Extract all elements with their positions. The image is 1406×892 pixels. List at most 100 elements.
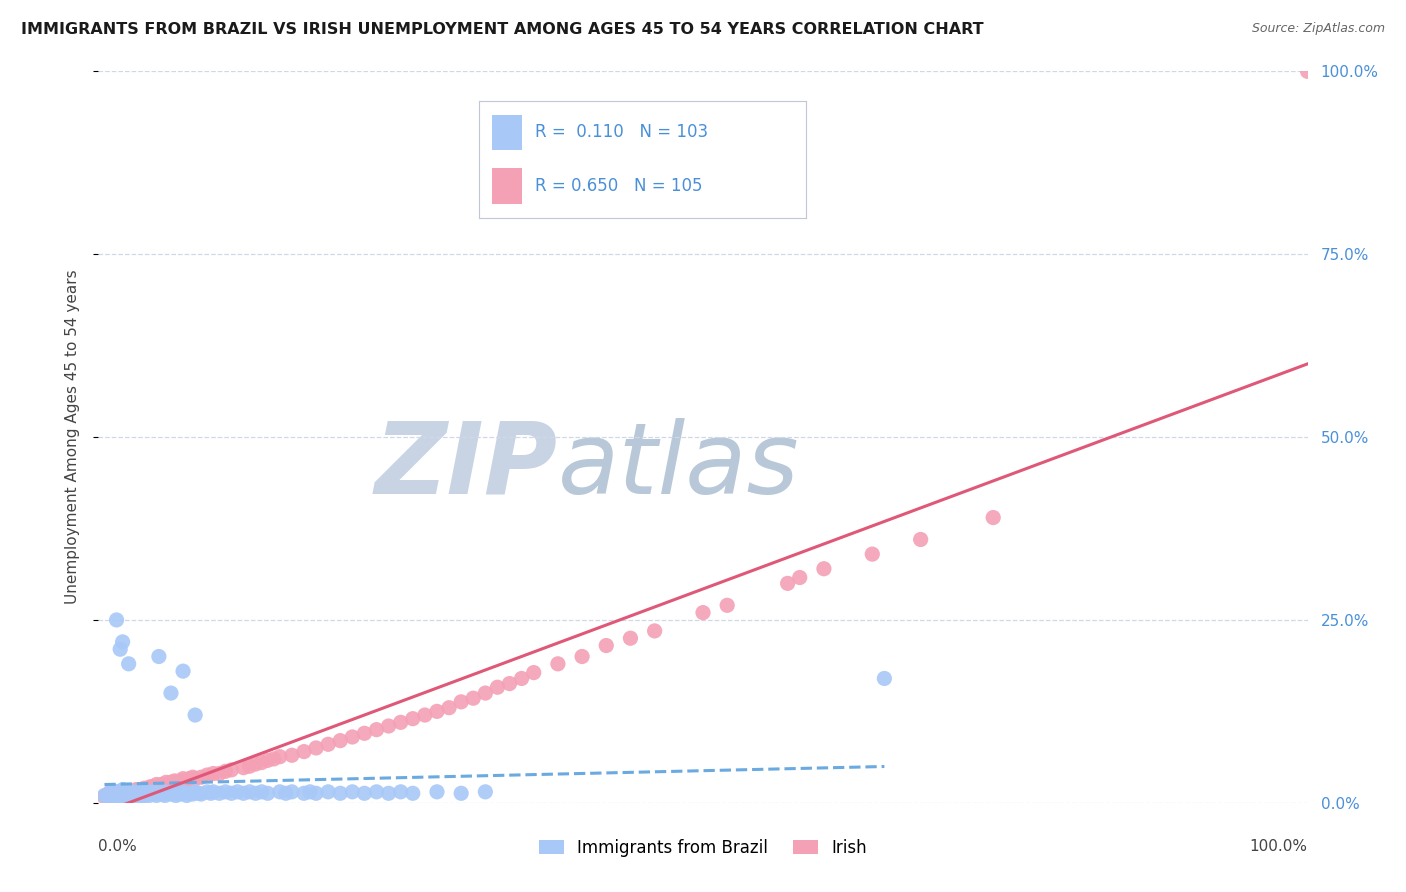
Point [136,781,159,796]
Point [226,785,249,799]
Point [105,785,128,799]
Point [111,787,134,801]
Point [389,715,412,730]
Point [402,786,425,800]
Point [873,672,896,686]
Point [117,785,139,799]
Point [120,787,142,801]
Point [93,789,115,804]
Point [245,757,267,772]
Point [179,786,201,800]
Point [111,785,134,799]
Point [305,786,328,800]
Point [166,775,188,789]
Point [128,789,150,803]
Point [121,785,143,799]
Point [329,733,352,747]
Point [426,785,449,799]
Point [124,786,146,800]
Point [353,726,375,740]
Text: 100.0%: 100.0% [1250,839,1308,855]
Point [169,773,191,788]
Point [118,785,141,799]
Text: ZIP: ZIP [375,417,558,515]
Point [118,786,141,800]
Text: IMMIGRANTS FROM BRAZIL VS IRISH UNEMPLOYMENT AMONG AGES 45 TO 54 YEARS CORRELATI: IMMIGRANTS FROM BRAZIL VS IRISH UNEMPLOY… [21,22,984,37]
Point [114,789,136,804]
Point [105,789,128,803]
Point [143,780,166,794]
Point [115,787,138,801]
Point [571,649,593,664]
Text: Source: ZipAtlas.com: Source: ZipAtlas.com [1251,22,1385,36]
Point [103,789,125,803]
Point [101,787,124,801]
Point [263,752,285,766]
Point [172,785,194,799]
Point [107,789,129,803]
Point [450,786,472,800]
Point [121,789,143,803]
Point [118,789,141,804]
Point [142,787,165,801]
Point [547,657,569,671]
Point [97,787,120,801]
Point [114,785,136,799]
Point [232,761,254,775]
Point [108,642,131,657]
Point [692,606,714,620]
Point [716,599,738,613]
Point [250,756,273,770]
Point [118,789,141,803]
Point [179,772,201,786]
Point [1296,64,1319,78]
Point [150,778,173,792]
Point [145,778,167,792]
Point [101,789,124,803]
Legend: Immigrants from Brazil, Irish: Immigrants from Brazil, Irish [533,832,873,863]
Point [366,723,388,737]
Point [160,787,183,801]
Point [156,786,179,800]
Point [108,789,131,804]
Point [463,691,485,706]
Point [112,789,135,803]
Point [94,789,117,803]
Point [187,786,209,800]
Point [269,749,291,764]
Point [910,533,932,547]
Point [153,789,176,803]
Point [474,686,496,700]
Point [316,737,339,751]
Point [148,780,170,794]
Point [134,781,156,796]
Point [124,785,146,799]
Point [353,786,375,800]
Point [644,624,666,638]
Point [195,785,218,799]
Point [157,778,180,792]
Point [250,785,273,799]
Point [103,789,125,804]
Point [108,785,131,799]
Point [342,730,364,744]
Point [176,789,198,803]
Point [202,785,225,799]
Point [402,712,425,726]
Point [131,789,153,804]
Point [202,766,225,780]
Point [115,787,138,801]
Point [129,785,152,799]
Point [523,665,546,680]
Point [110,787,132,801]
Point [97,789,120,803]
Point [148,649,170,664]
Point [124,789,146,803]
Point [190,787,212,801]
Point [129,785,152,799]
Point [100,785,122,799]
Point [510,672,533,686]
Point [595,639,617,653]
Point [152,785,174,799]
Point [172,772,194,786]
